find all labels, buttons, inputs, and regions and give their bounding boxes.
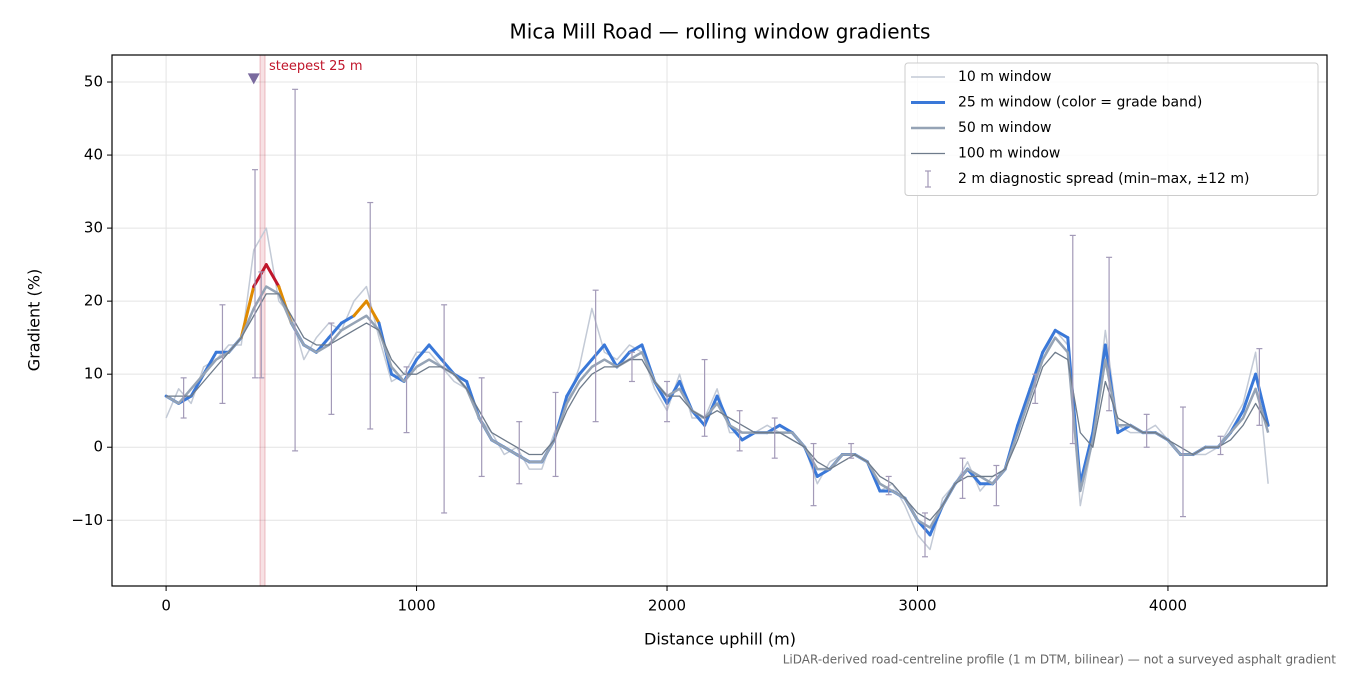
- line-segment: [1254, 372, 1270, 427]
- line-segment: [577, 358, 594, 376]
- line-segment: [565, 372, 581, 398]
- line-series: [165, 227, 1269, 551]
- line-segment: [327, 321, 343, 340]
- line-segment: [264, 263, 281, 289]
- annotation-marker: [247, 73, 260, 85]
- line-segment: [1028, 350, 1045, 391]
- annotation-label: steepest 25 m: [269, 59, 362, 74]
- line-segment: [364, 299, 381, 325]
- y-tick-label: 20: [84, 292, 103, 310]
- line-segment: [239, 285, 256, 340]
- legend-label: 2 m diagnostic spread (min–max, ±12 m): [958, 171, 1249, 187]
- line-segment: [590, 343, 606, 362]
- line-segment: [252, 263, 268, 289]
- footnote: LiDAR-derived road-centreline profile (1…: [783, 653, 1337, 667]
- line-series: [166, 293, 1269, 521]
- legend-label: 50 m window: [958, 120, 1051, 136]
- y-tick-label: −10: [71, 511, 103, 529]
- line-segment: [1091, 343, 1107, 435]
- line-segment: [1016, 387, 1032, 427]
- y-tick-label: 40: [84, 146, 103, 164]
- line-segment: [415, 343, 431, 362]
- legend-label: 25 m window (color = grade band): [958, 95, 1202, 111]
- line-segment: [602, 343, 619, 369]
- line-segment: [627, 343, 644, 354]
- line-segment: [1041, 328, 1057, 354]
- x-tick-label: 1000: [397, 597, 435, 615]
- y-tick-label: 30: [84, 219, 103, 237]
- legend-box: [904, 62, 1319, 196]
- line-segment: [352, 299, 368, 318]
- legend-label: 100 m window: [958, 146, 1060, 162]
- plot-frame: [111, 54, 1328, 587]
- x-tick-label: 3000: [898, 597, 936, 615]
- line-series: [165, 285, 1270, 529]
- x-tick-label: 4000: [1149, 597, 1187, 615]
- line-segment: [1053, 328, 1070, 340]
- y-tick-label: 50: [84, 73, 103, 91]
- y-tick-label: 10: [84, 365, 103, 383]
- line-segment: [1078, 431, 1095, 486]
- y-axis-label: Gradient (%): [25, 269, 44, 371]
- x-tick-label: 0: [161, 597, 171, 615]
- y-tick-label: 0: [93, 438, 103, 456]
- line-segment: [427, 343, 444, 362]
- line-segment: [339, 314, 356, 325]
- chart-title: Mica Mill Road — rolling window gradient…: [510, 20, 931, 44]
- x-tick-label: 2000: [648, 597, 686, 615]
- legend-label: 10 m window: [958, 69, 1051, 85]
- x-axis-label: Distance uphill (m): [644, 630, 796, 649]
- line-segment: [1241, 372, 1258, 413]
